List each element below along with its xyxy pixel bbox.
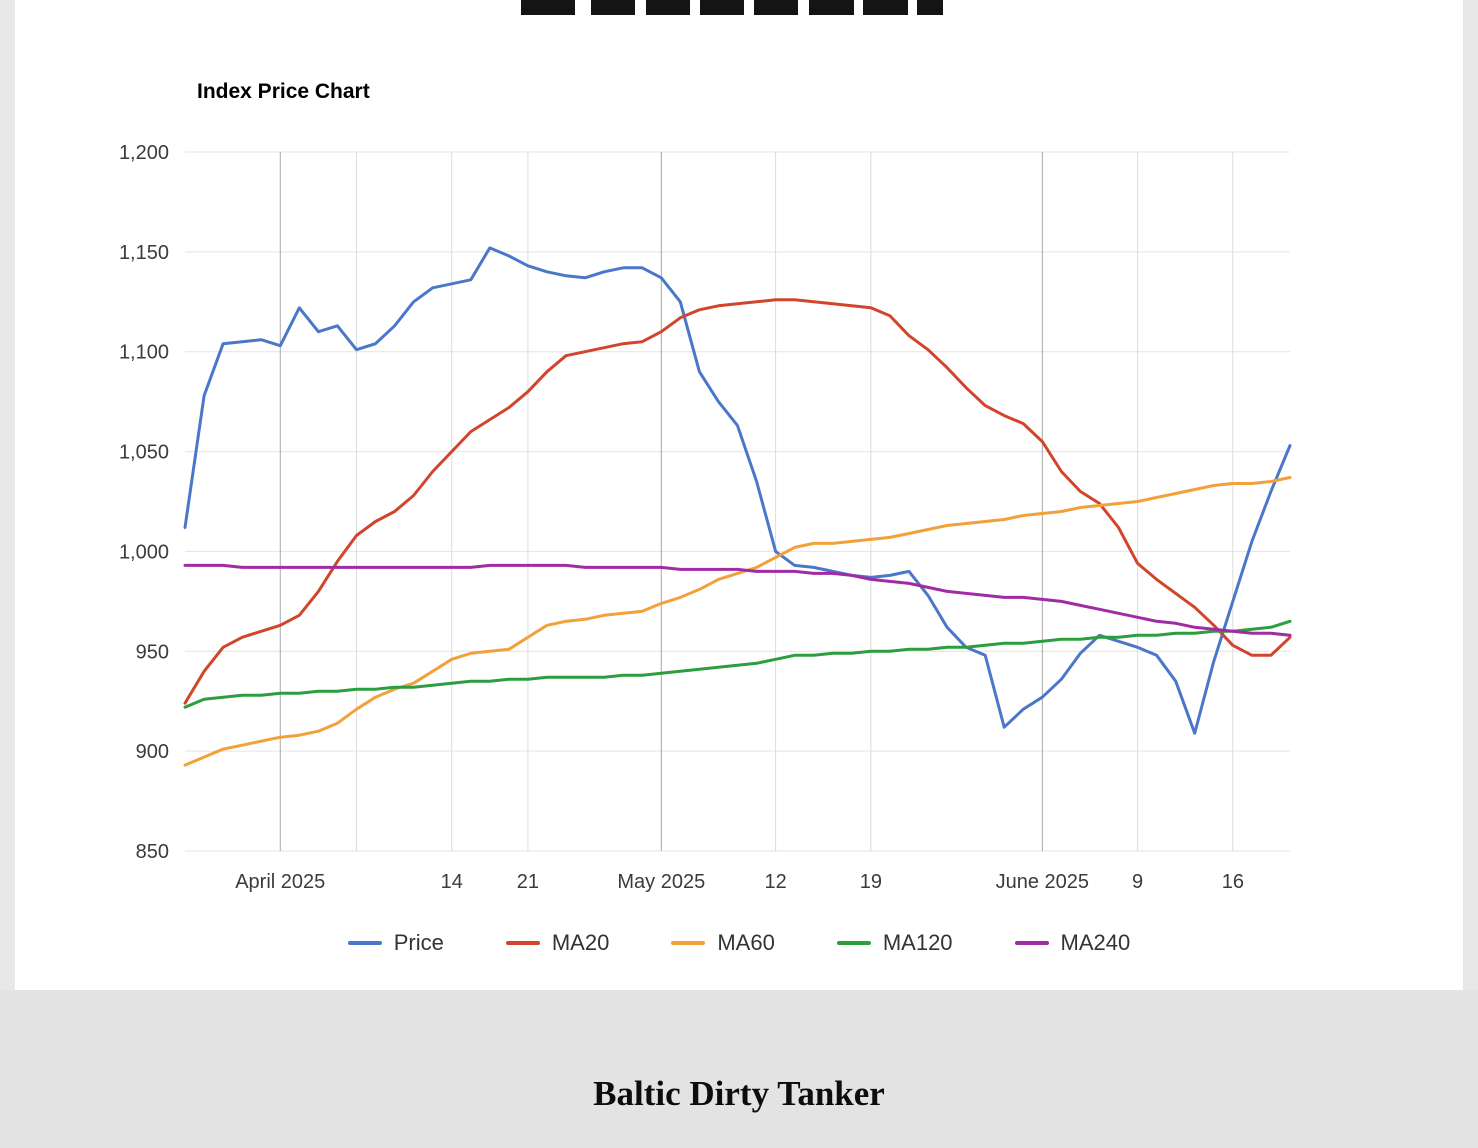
x-axis-label: April 2025: [235, 871, 325, 893]
cropped-toolbar-button[interactable]: [591, 0, 635, 15]
x-axis-label: 16: [1222, 871, 1244, 893]
y-axis-label: 900: [136, 741, 169, 763]
legend-item-ma20[interactable]: MA20: [505, 930, 610, 956]
legend-label: MA20: [551, 930, 610, 955]
x-axis-label: June 2025: [996, 871, 1089, 893]
price-line-chart: 850 900 950 1,000 1,050 1,100 1,150 1,200 April …: [119, 142, 1292, 893]
chart-legend: Price MA20 MA60 MA120 MA240: [15, 930, 1463, 956]
x-axis-label: 9: [1132, 871, 1143, 893]
x-axis-label: 21: [517, 871, 539, 893]
x-axis-label: May 2025: [617, 871, 705, 893]
series-line-ma60: [183, 476, 1292, 767]
y-axis-label: 1,150: [119, 242, 169, 264]
legend-item-ma60[interactable]: MA60: [671, 930, 775, 956]
cropped-toolbar-button[interactable]: [754, 0, 798, 15]
y-axis-label: 1,000: [119, 541, 169, 563]
cropped-toolbar-button[interactable]: [521, 0, 575, 15]
cropped-toolbar-button[interactable]: [646, 0, 690, 15]
series-line-ma120: [183, 619, 1292, 709]
legend-swatch: [347, 941, 382, 945]
legend-label: MA60: [717, 930, 775, 955]
chart-title: Index Price Chart: [197, 80, 370, 103]
legend-label: MA120: [882, 930, 953, 955]
chart-card: Index Price Chart 850 900 950 1,000 1,050 1,1…: [15, 0, 1463, 990]
x-axis-label: 19: [860, 871, 882, 893]
y-axis-label: 1,200: [119, 142, 169, 164]
y-axis-label: 850: [136, 841, 169, 863]
legend-swatch: [1014, 941, 1049, 945]
index-name-caption: Baltic Dirty Tanker: [593, 1074, 885, 1113]
series-line-price: [183, 246, 1292, 735]
x-axis-label: 14: [441, 871, 463, 893]
legend-swatch: [836, 941, 871, 945]
series-line-ma240: [183, 563, 1292, 637]
legend-item-price[interactable]: Price: [347, 930, 444, 956]
legend-label: MA240: [1060, 930, 1131, 955]
legend-item-ma120[interactable]: MA120: [836, 930, 953, 956]
legend-item-ma240[interactable]: MA240: [1014, 930, 1131, 956]
cropped-toolbar-button[interactable]: [700, 0, 744, 15]
y-axis-label: 1,050: [119, 442, 169, 464]
cropped-toolbar-button[interactable]: [863, 0, 908, 15]
caption-area: Baltic Dirty Tanker: [0, 990, 1478, 1148]
legend-swatch: [671, 941, 706, 945]
y-axis-label: 950: [136, 641, 169, 663]
x-axis-label: 12: [764, 871, 786, 893]
cropped-toolbar-button[interactable]: [917, 0, 943, 15]
legend-swatch: [505, 941, 540, 945]
legend-label: Price: [393, 930, 444, 955]
series-line-ma20: [183, 298, 1292, 705]
cropped-toolbar-button[interactable]: [809, 0, 854, 15]
y-axis-label: 1,100: [119, 342, 169, 364]
